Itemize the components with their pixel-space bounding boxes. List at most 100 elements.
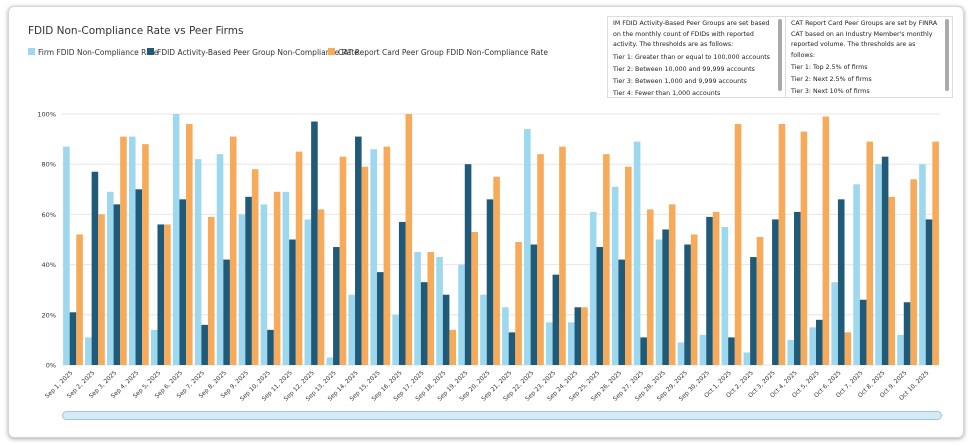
legend-swatch <box>147 48 154 55</box>
bar <box>267 329 274 365</box>
bar <box>537 154 544 365</box>
bar <box>655 239 663 365</box>
bar <box>76 234 83 365</box>
chart-title: FDID Non-Compliance Rate vs Peer Firms <box>28 25 244 37</box>
bar <box>684 244 691 365</box>
scroll-thumb[interactable] <box>778 19 782 91</box>
panel-text: CAT Report Card Peer Groups are set by F… <box>791 20 938 59</box>
bar <box>618 259 626 365</box>
bar <box>172 114 180 365</box>
bar <box>370 149 377 365</box>
bar <box>611 186 619 365</box>
bar <box>574 307 582 365</box>
bar <box>721 226 729 365</box>
panel-text: Tier 2: Between 10,000 and 99,999 accoun… <box>613 65 755 73</box>
y-tick-label: 80% <box>42 161 56 169</box>
bar <box>903 302 911 365</box>
bar <box>646 209 654 365</box>
bar <box>524 129 531 365</box>
bar <box>135 189 143 365</box>
bar <box>756 236 764 365</box>
bar <box>427 252 435 365</box>
bar <box>743 352 751 365</box>
bar <box>831 282 838 365</box>
bar <box>458 264 465 365</box>
scroll-thumb[interactable] <box>945 19 949 91</box>
bar <box>98 214 105 365</box>
bar <box>392 314 399 365</box>
bar <box>603 154 610 365</box>
bar <box>640 337 647 365</box>
bar <box>844 332 852 365</box>
bar <box>317 209 325 365</box>
bar <box>194 159 202 365</box>
y-tick-label: 60% <box>42 211 56 219</box>
bar <box>106 191 114 365</box>
bar <box>881 156 889 365</box>
bar <box>530 244 538 365</box>
bar <box>260 204 268 365</box>
bar <box>581 307 588 365</box>
bar <box>85 337 92 365</box>
y-tick-label: 20% <box>42 311 56 319</box>
bar <box>596 247 604 365</box>
bar <box>207 216 215 365</box>
bar <box>326 357 334 365</box>
bar <box>361 166 369 365</box>
bar <box>794 211 801 365</box>
bar <box>91 171 99 365</box>
bar <box>383 146 391 365</box>
bar <box>333 247 340 365</box>
bar <box>420 282 428 365</box>
bar <box>668 204 676 365</box>
bar <box>706 216 713 365</box>
bar <box>464 164 472 365</box>
bar <box>179 199 187 365</box>
y-tick-label: 100% <box>37 111 56 119</box>
bar <box>449 329 457 365</box>
legend-label: FDID Activity-Based Peer Group Non-Compl… <box>157 48 359 57</box>
bar <box>493 176 500 365</box>
bar <box>63 146 70 365</box>
bar <box>480 294 487 365</box>
bar <box>699 334 707 365</box>
bar <box>398 221 406 365</box>
bar <box>120 136 127 365</box>
bar <box>662 229 669 365</box>
bar <box>866 141 874 365</box>
bar <box>633 141 641 365</box>
bar <box>295 151 303 365</box>
legend-label: Firm FDID Non-Compliance Rate <box>38 48 159 57</box>
y-tick-label: 40% <box>42 261 56 269</box>
bar <box>728 337 735 365</box>
panel-text: IM FDID Activity-Based Peer Groups are s… <box>613 20 770 48</box>
bar <box>853 184 860 365</box>
bar <box>289 239 296 365</box>
bar <box>216 154 224 365</box>
bar <box>304 219 312 365</box>
range-scrollbar[interactable] <box>62 411 942 420</box>
bar <box>405 114 413 365</box>
bar <box>273 191 281 365</box>
bar <box>355 136 362 365</box>
bar <box>677 342 685 365</box>
bar <box>339 156 347 365</box>
bar <box>282 191 290 365</box>
panel-text: Tier 1: Top 2.5% of firms <box>791 64 868 71</box>
legend-label: CAT Report Card Peer Group FDID Non-Comp… <box>338 48 548 57</box>
bar <box>897 334 904 365</box>
bar <box>142 144 149 365</box>
bar <box>201 324 208 365</box>
legend-swatch <box>328 48 335 55</box>
panel-text: Tier 3: Next 10% of firms <box>791 88 870 95</box>
panel-text: Tier 4: Fewer than 1,000 accounts <box>613 89 721 97</box>
bar <box>875 164 882 365</box>
bar <box>822 116 830 365</box>
bar <box>625 166 632 365</box>
bar <box>436 257 443 365</box>
bar <box>311 121 318 365</box>
panel-text: Tier 2: Next 2.5% of firms <box>791 76 872 83</box>
bar <box>925 219 933 365</box>
bar <box>376 272 384 365</box>
bar <box>502 307 509 365</box>
